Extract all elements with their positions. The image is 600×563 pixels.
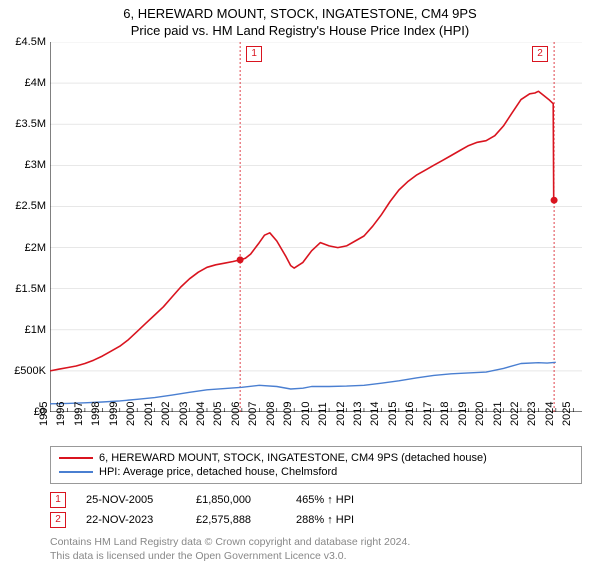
event-price: £2,575,888 [196,514,276,526]
x-axis-label: 2000 [125,402,137,426]
x-axis-label: 2016 [404,402,416,426]
y-axis-label: £2.5M [15,200,46,212]
y-axis-label: £3M [25,159,46,171]
legend-item: 6, HEREWARD MOUNT, STOCK, INGATESTONE, C… [59,451,573,465]
event-number-box: 1 [50,492,66,508]
x-axis-label: 2010 [299,402,311,426]
x-axis-label: 2011 [317,402,329,426]
x-axis-label: 2001 [142,402,154,426]
y-axis-label: £1M [25,324,46,336]
legend-label: HPI: Average price, detached house, Chel… [99,466,337,478]
event-table: 1 25-NOV-2005 £1,850,000 465% ↑ HPI 2 22-NOV-… [50,490,582,530]
x-axis-label: 2025 [561,402,573,426]
x-axis-label: 1995 [38,402,50,426]
x-axis-label: 2019 [456,402,468,426]
x-axis-label: 2003 [177,402,189,426]
x-axis-label: 2009 [282,402,294,426]
footer-line-2: This data is licensed under the Open Gov… [50,550,582,563]
y-axis-label: £2M [25,242,46,254]
plot-area: £0£500K£1M£1.5M£2M£2.5M£3M£3.5M£4M£4.5M1… [50,42,582,412]
y-axis-label: £4.5M [15,36,46,48]
y-axis-label: £4M [25,77,46,89]
y-axis-label: £500K [14,365,46,377]
x-axis-label: 2024 [544,402,556,426]
x-axis-label: 2004 [195,402,207,426]
x-axis-label: 1996 [55,402,67,426]
x-axis-label: 2008 [265,402,277,426]
chart-subtitle: Price paid vs. HM Land Registry's House … [0,21,600,42]
legend: 6, HEREWARD MOUNT, STOCK, INGATESTONE, C… [50,446,582,484]
x-axis-label: 2002 [160,402,172,426]
y-axis-label: £1.5M [15,283,46,295]
x-axis-label: 2005 [212,402,224,426]
event-date: 22-NOV-2023 [86,514,176,526]
footer-line-1: Contains HM Land Registry data © Crown c… [50,536,582,550]
x-axis-label: 2007 [247,402,259,426]
event-delta: 465% ↑ HPI [296,494,354,506]
x-axis-label: 2012 [334,402,346,426]
event-row: 1 25-NOV-2005 £1,850,000 465% ↑ HPI [50,490,582,510]
chart-svg [50,42,582,412]
x-axis-label: 1998 [90,402,102,426]
event-number-box: 2 [50,512,66,528]
x-axis-label: 2017 [421,402,433,426]
legend-label: 6, HEREWARD MOUNT, STOCK, INGATESTONE, C… [99,452,487,464]
event-row: 2 22-NOV-2023 £2,575,888 288% ↑ HPI [50,510,582,530]
x-axis-label: 2006 [230,402,242,426]
x-axis-label: 2023 [526,402,538,426]
legend-item: HPI: Average price, detached house, Chel… [59,465,573,479]
y-axis-label: £3.5M [15,118,46,130]
x-axis-label: 1999 [108,402,120,426]
x-axis-label: 2021 [491,402,503,426]
chart-title: 6, HEREWARD MOUNT, STOCK, INGATESTONE, C… [0,0,600,21]
legend-swatch [59,471,93,473]
x-axis-label: 2022 [509,402,521,426]
legend-swatch [59,457,93,459]
x-axis-label: 2015 [387,402,399,426]
x-axis-label: 2020 [474,402,486,426]
chart-container: 6, HEREWARD MOUNT, STOCK, INGATESTONE, C… [0,0,600,560]
footer-attribution: Contains HM Land Registry data © Crown c… [50,536,582,563]
event-marker-2: 2 [532,46,548,62]
x-axis-label: 1997 [73,402,85,426]
x-axis-label: 2013 [352,402,364,426]
event-marker-1: 1 [246,46,262,62]
x-axis-label: 2018 [439,402,451,426]
event-price: £1,850,000 [196,494,276,506]
event-delta: 288% ↑ HPI [296,514,354,526]
x-axis-label: 2014 [369,402,381,426]
event-date: 25-NOV-2005 [86,494,176,506]
